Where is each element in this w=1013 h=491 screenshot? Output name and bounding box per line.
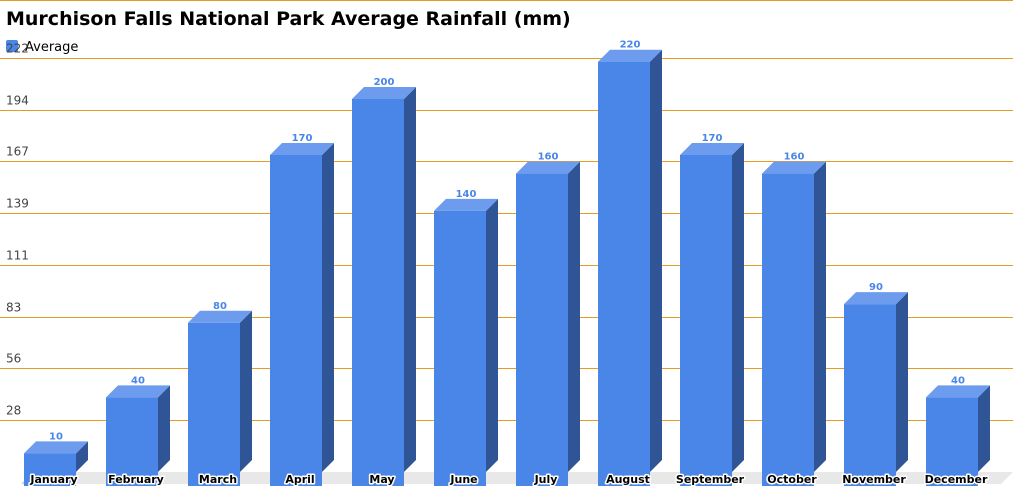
bar-top (598, 49, 662, 62)
bar-front (844, 304, 896, 486)
bar-front (762, 173, 814, 486)
y-tick-label: 222 (6, 42, 29, 56)
bar-side (814, 161, 826, 472)
bar-top (762, 161, 826, 174)
data-label: 170 (702, 133, 723, 144)
bar-front (270, 154, 322, 486)
bar-top (434, 198, 498, 211)
x-tick-label: October (767, 473, 817, 486)
y-tick-label: 83 (6, 301, 21, 315)
x-tick-label: May (369, 473, 394, 486)
bar-side (404, 87, 416, 472)
x-tick-label: July (534, 473, 558, 486)
x-tick-label: September (676, 473, 745, 486)
bar-april (270, 142, 334, 486)
bar-may (352, 87, 416, 486)
bar-side (650, 49, 662, 472)
x-tick-label-halo: September (676, 473, 745, 486)
data-label: 220 (620, 40, 641, 51)
bar-october (762, 161, 826, 486)
x-tick-label-halo: February (108, 473, 164, 486)
x-tick-label-halo: January (29, 473, 77, 486)
x-tick-label-halo: April (285, 473, 314, 486)
x-tick-label: April (285, 473, 314, 486)
legend-swatch (6, 40, 18, 52)
bar-top (106, 385, 170, 398)
data-label: 90 (869, 282, 883, 293)
x-tick-label: November (842, 473, 906, 486)
x-tick-label: January (29, 473, 77, 486)
y-tick-label: 28 (6, 404, 21, 418)
bar-front (680, 154, 732, 486)
bar-top (926, 385, 990, 398)
bar-front (106, 397, 158, 486)
bar-top (680, 142, 744, 155)
bar-november (844, 292, 908, 486)
bar-september (680, 142, 744, 486)
bar-front (352, 99, 404, 486)
bar-side (240, 310, 252, 472)
data-label: 160 (538, 152, 559, 163)
y-tick-label: 194 (6, 94, 29, 108)
data-label: 200 (374, 77, 395, 88)
bar-side (158, 385, 170, 472)
legend-label-average: Average (25, 40, 78, 55)
bar-front (516, 173, 568, 486)
x-tick-label-halo: May (369, 473, 394, 486)
x-tick-label-halo: December (925, 473, 988, 486)
bar-top (188, 310, 252, 323)
y-tick-label: 167 (6, 145, 29, 159)
bar-top (24, 441, 88, 454)
data-label: 10 (49, 431, 63, 442)
bar-december (926, 385, 990, 486)
x-tick-label: December (925, 473, 988, 486)
bar-front (24, 453, 76, 486)
x-tick-label: June (449, 473, 477, 486)
bar-side (896, 292, 908, 472)
x-tick-label-halo: October (767, 473, 817, 486)
bar-march (188, 310, 252, 486)
bar-front (926, 397, 978, 486)
x-tick-label: March (199, 473, 237, 486)
bar-august (598, 49, 662, 486)
bar-top (516, 161, 580, 174)
chart-title: Murchison Falls National Park Average Ra… (6, 8, 571, 30)
bar-side (76, 441, 88, 472)
bar-june (434, 198, 498, 486)
x-tick-label-halo: July (534, 473, 558, 486)
data-label: 40 (131, 375, 145, 386)
x-tick-label: February (108, 473, 164, 486)
bar-july (516, 161, 580, 486)
bar-side (568, 161, 580, 472)
bar-side (486, 198, 498, 472)
bar-front (434, 210, 486, 486)
bar-top (270, 142, 334, 155)
x-tick-label-halo: March (199, 473, 237, 486)
x-tick-label: August (606, 473, 650, 486)
bar-top (844, 292, 908, 305)
y-tick-label: 139 (6, 197, 29, 211)
y-tick-label: 111 (6, 249, 29, 263)
legend: Average (6, 40, 78, 55)
data-label: 140 (456, 189, 477, 200)
x-tick-label-halo: November (842, 473, 906, 486)
bar-side (978, 385, 990, 472)
bar-top (352, 87, 416, 99)
bar-side (732, 142, 744, 472)
data-label: 40 (951, 375, 965, 386)
data-label: 160 (784, 152, 805, 163)
data-label: 170 (292, 133, 313, 144)
data-label: 80 (213, 301, 227, 312)
bar-front (598, 61, 650, 486)
bar-january (24, 441, 88, 486)
x-tick-label-halo: August (606, 473, 650, 486)
bar-side (322, 142, 334, 472)
bar-front (188, 322, 240, 486)
x-tick-label-halo: June (449, 473, 477, 486)
y-tick-label: 56 (6, 352, 21, 366)
bar-february (106, 385, 170, 486)
